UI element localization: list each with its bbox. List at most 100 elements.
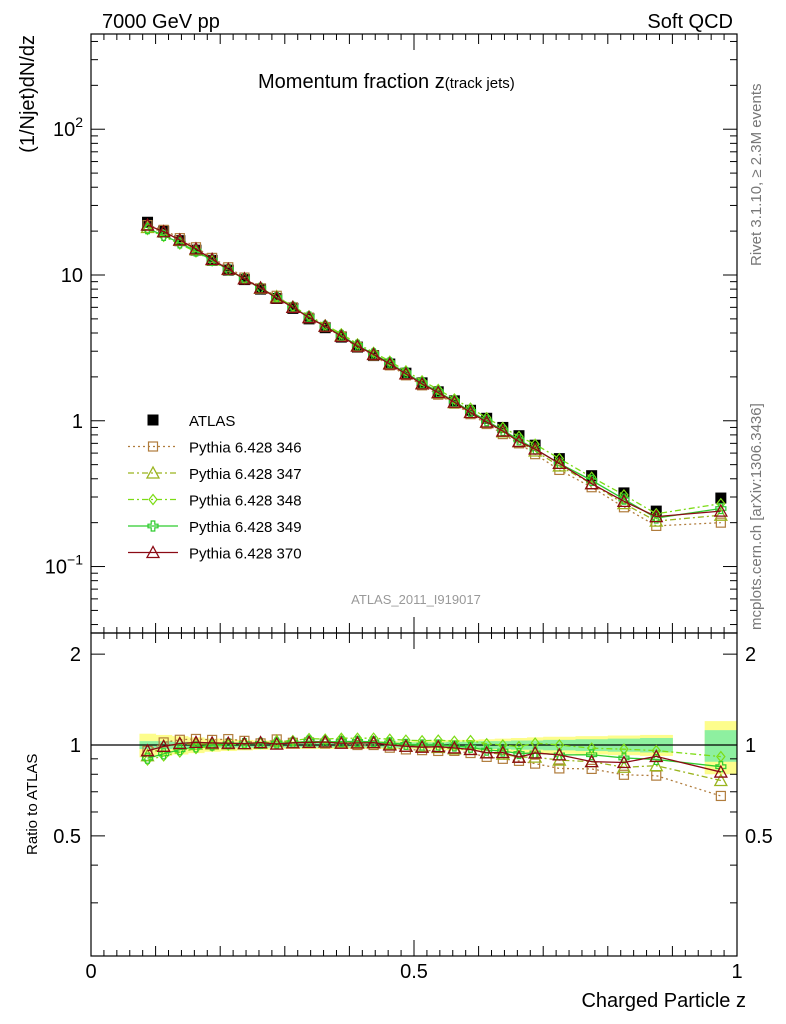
x-tick-label: 1 xyxy=(731,961,742,983)
ratio-point xyxy=(237,736,252,750)
ratio-point xyxy=(479,745,494,759)
legend-marker xyxy=(145,545,161,559)
data-point xyxy=(253,280,268,294)
ratio-point xyxy=(618,769,630,780)
data-point xyxy=(649,509,664,523)
ratio-point xyxy=(513,747,525,760)
data-point xyxy=(385,355,395,368)
y-tick-label: 10−1 xyxy=(45,552,83,579)
legend-label: Pythia 6.428 370 xyxy=(189,546,302,563)
data-point xyxy=(190,244,202,256)
series-5-ratio xyxy=(140,734,728,778)
ylabel-bottom: Ratio to ATLAS xyxy=(24,754,41,855)
ratio-point xyxy=(172,736,187,750)
plot-title-sub: (track jets) xyxy=(445,75,515,92)
ratio-point xyxy=(350,735,365,749)
data-point xyxy=(304,309,314,322)
ratio-point xyxy=(447,740,462,754)
data-point xyxy=(206,254,218,266)
data-point xyxy=(498,421,508,434)
legend-label: ATLAS xyxy=(189,413,235,430)
legend-label: Pythia 6.428 347 xyxy=(189,466,302,483)
data-point xyxy=(368,346,379,359)
y-tick-base: 10 xyxy=(45,557,67,579)
analysis-tag: ATLAS_2011_I919017 xyxy=(351,592,481,607)
ratio-point xyxy=(498,739,508,751)
ratio-y-tick-label: 1 xyxy=(70,735,81,757)
data-point xyxy=(205,252,220,266)
data-point xyxy=(398,366,414,380)
ratio-point xyxy=(366,735,381,749)
data-point xyxy=(651,507,662,520)
ratio-y-axis: 0.5 0.5 1 1 2 2 xyxy=(53,644,773,904)
ratio-y-tick-label-right: 2 xyxy=(745,644,756,666)
legend-label: Pythia 6.428 348 xyxy=(189,493,302,510)
y-tick-label: 102 xyxy=(53,114,83,141)
ratio-point xyxy=(158,748,170,760)
ratio-point xyxy=(528,749,543,763)
data-point xyxy=(255,283,267,295)
ratio-point xyxy=(715,761,727,773)
data-point xyxy=(431,385,446,399)
data-point xyxy=(336,327,347,340)
x-axis: 0 0.5 1 xyxy=(85,633,743,983)
ratio-point xyxy=(221,735,236,749)
ratio-point xyxy=(513,755,525,766)
ratio-point xyxy=(334,735,349,749)
ratio-point xyxy=(288,734,298,747)
ratio-point xyxy=(254,737,267,749)
ratio-point xyxy=(713,773,728,787)
legend: ATLAS Pythia 6.428 346 Pythia 6.428 347 Pyt… xyxy=(128,413,302,563)
data-point xyxy=(320,318,330,331)
data-point xyxy=(713,507,728,521)
data-point xyxy=(401,364,411,377)
ratio-point xyxy=(715,790,726,802)
ratio-point xyxy=(385,733,395,746)
data-point xyxy=(618,487,630,499)
data-point xyxy=(175,238,185,251)
ratio-point xyxy=(142,754,153,767)
data-point xyxy=(715,517,726,528)
data-point xyxy=(417,374,427,387)
side-rivet-text: Rivet 3.1.10, ≥ 2.3M events xyxy=(748,84,765,267)
data-point xyxy=(141,223,154,235)
series-5-top xyxy=(140,217,728,523)
ratio-point xyxy=(417,734,427,747)
legend-marker xyxy=(147,520,159,532)
data-point xyxy=(221,261,236,275)
ratio-point xyxy=(586,763,597,775)
data-point xyxy=(301,310,317,324)
ratio-point xyxy=(401,734,411,747)
ratio-point xyxy=(464,741,477,753)
data-point xyxy=(552,456,567,470)
y-tick-exponent: 2 xyxy=(75,114,83,130)
y-tick-label: 10 xyxy=(61,265,83,287)
ratio-point xyxy=(618,752,630,764)
data-point xyxy=(156,224,171,238)
ratio-point xyxy=(271,735,282,748)
ratio-y-tick-label: 0.5 xyxy=(53,826,81,848)
ratio-point xyxy=(188,735,204,749)
ratio-point xyxy=(584,754,599,768)
ratio-point xyxy=(320,733,330,746)
header-right: Soft QCD xyxy=(647,11,733,33)
legend-marker xyxy=(145,465,161,479)
ratio-point xyxy=(528,745,543,759)
data-point xyxy=(382,356,397,370)
legend-marker xyxy=(147,441,159,452)
ratio-point xyxy=(414,739,430,753)
data-point xyxy=(271,290,282,303)
data-point xyxy=(172,232,187,246)
ratio-point xyxy=(431,739,446,753)
legend-marker xyxy=(148,493,158,506)
data-point xyxy=(618,502,630,513)
data-point xyxy=(318,318,333,332)
data-point xyxy=(190,245,202,257)
ratio-point xyxy=(318,734,333,748)
x-tick-label: 0 xyxy=(85,961,96,983)
ratio-point xyxy=(269,736,284,750)
data-point xyxy=(465,404,477,416)
ratio-point xyxy=(619,743,629,756)
